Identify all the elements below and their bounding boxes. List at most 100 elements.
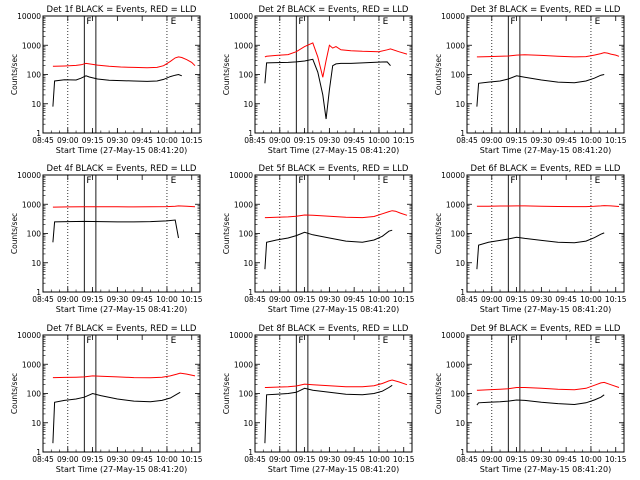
- event-marker-label: E: [595, 336, 601, 346]
- event-marker-label: E: [171, 336, 177, 346]
- x-tick-label: 08:45: [456, 455, 478, 464]
- x-axis-label: Start Time (27-May-15 08:41:20): [268, 305, 399, 314]
- series-line-events: [476, 74, 605, 107]
- x-tick-label: 09:15: [506, 136, 528, 145]
- x-tick-label: 10:15: [181, 136, 203, 145]
- x-tick-label: 09:00: [269, 295, 291, 304]
- y-tick-label: 100: [239, 230, 254, 239]
- x-tick-label: 09:00: [481, 295, 503, 304]
- x-tick-label: 08:45: [456, 136, 478, 145]
- y-tick-label: 100: [239, 390, 254, 399]
- series-line-lld: [52, 372, 196, 379]
- y-tick-label: 10000: [17, 12, 41, 21]
- x-tick-label: 09:45: [555, 136, 577, 145]
- series-line-events: [52, 73, 182, 107]
- event-marker-label: F: [86, 336, 91, 346]
- plot-frame: [254, 174, 413, 293]
- x-tick-label: 09:45: [555, 455, 577, 464]
- series-line-lld: [476, 52, 620, 58]
- panel-title: Det 9f BLACK = Events, RED = LLD: [471, 324, 621, 334]
- event-marker-label: F: [510, 176, 515, 186]
- y-tick-label: 10000: [229, 331, 253, 340]
- y-tick-label: 1000: [446, 360, 465, 369]
- x-tick-label: 09:00: [57, 455, 79, 464]
- event-marker-label: E: [383, 17, 389, 27]
- y-axis-label: Counts/sec: [10, 213, 19, 254]
- x-tick-label: 08:45: [456, 295, 478, 304]
- y-tick-label: 1000: [22, 200, 41, 209]
- x-tick-label: 10:15: [181, 295, 203, 304]
- y-tick-label: 1: [460, 288, 465, 297]
- x-tick-label: 09:45: [131, 295, 153, 304]
- event-marker-label: E: [383, 176, 389, 186]
- plot-frame: [466, 334, 625, 453]
- y-tick-label: 100: [451, 71, 466, 80]
- x-axis-label: Start Time (27-May-15 08:41:20): [56, 305, 187, 314]
- panel-5: Det 5f BLACK = Events, RED = LLD F E 1 10 100…: [222, 164, 415, 314]
- y-axis-label: Counts/sec: [10, 54, 19, 95]
- x-axis-label: Start Time (27-May-15 08:41:20): [480, 465, 611, 474]
- x-tick-label: 09:30: [531, 136, 553, 145]
- y-axis-label: Counts/sec: [434, 54, 443, 95]
- panel-2: Det 2f BLACK = Events, RED = LLD F E 1 10 100…: [222, 5, 415, 155]
- x-tick-label: 09:15: [82, 136, 104, 145]
- x-axis-label: Start Time (27-May-15 08:41:20): [480, 305, 611, 314]
- y-tick-label: 100: [27, 71, 42, 80]
- y-tick-label: 1: [460, 129, 465, 138]
- series-line-events: [264, 229, 393, 270]
- x-tick-label: 08:45: [244, 295, 266, 304]
- plot-frame: [254, 334, 413, 453]
- x-tick-label: 09:00: [57, 136, 79, 145]
- y-tick-label: 10: [243, 259, 253, 268]
- panel-title: Det 1f BLACK = Events, RED = LLD: [47, 5, 197, 15]
- y-tick-label: 1: [248, 448, 253, 457]
- y-tick-label: 10: [243, 419, 253, 428]
- panel-title: Det 7f BLACK = Events, RED = LLD: [47, 324, 197, 334]
- y-tick-label: 1: [460, 448, 465, 457]
- plot-frame: [466, 174, 625, 293]
- series-line-lld: [264, 210, 408, 219]
- y-tick-label: 10000: [17, 171, 41, 180]
- series-line-events: [476, 232, 605, 270]
- x-tick-label: 09:15: [506, 295, 528, 304]
- y-tick-label: 10: [243, 100, 253, 109]
- y-tick-label: 100: [239, 71, 254, 80]
- panel-title: Det 8f BLACK = Events, RED = LLD: [259, 324, 409, 334]
- y-tick-label: 1000: [234, 200, 253, 209]
- series-line-lld: [264, 42, 408, 78]
- x-tick-label: 10:15: [393, 455, 415, 464]
- series-line-lld: [52, 56, 196, 69]
- panel-title: Det 2f BLACK = Events, RED = LLD: [259, 5, 409, 15]
- x-tick-label: 09:15: [294, 295, 316, 304]
- y-tick-label: 1000: [446, 41, 465, 50]
- y-tick-label: 100: [27, 230, 42, 239]
- y-tick-label: 1: [248, 129, 253, 138]
- y-axis-label: Counts/sec: [434, 213, 443, 254]
- series-line-lld: [476, 205, 620, 208]
- x-tick-label: 09:30: [319, 136, 341, 145]
- x-tick-label: 10:15: [393, 295, 415, 304]
- x-tick-label: 09:15: [294, 136, 316, 145]
- y-tick-label: 10: [455, 259, 465, 268]
- y-tick-label: 1000: [22, 41, 41, 50]
- x-tick-label: 09:30: [319, 455, 341, 464]
- x-tick-label: 09:45: [131, 136, 153, 145]
- x-tick-label: 09:00: [269, 455, 291, 464]
- x-tick-label: 09:30: [107, 136, 129, 145]
- y-tick-label: 10000: [441, 12, 465, 21]
- x-tick-label: 09:15: [506, 455, 528, 464]
- y-tick-label: 10000: [17, 331, 41, 340]
- event-marker-label: E: [171, 176, 177, 186]
- panel-title: Det 6f BLACK = Events, RED = LLD: [471, 164, 621, 174]
- x-tick-label: 10:00: [368, 136, 390, 145]
- x-tick-label: 09:45: [343, 136, 365, 145]
- x-tick-label: 09:45: [131, 455, 153, 464]
- series-line-lld: [476, 381, 620, 391]
- x-tick-label: 10:00: [580, 455, 602, 464]
- x-tick-label: 10:00: [368, 455, 390, 464]
- y-tick-label: 10: [31, 259, 41, 268]
- x-axis-label: Start Time (27-May-15 08:41:20): [56, 465, 187, 474]
- x-tick-label: 09:45: [555, 295, 577, 304]
- panel-title: Det 4f BLACK = Events, RED = LLD: [47, 164, 197, 174]
- x-tick-label: 09:45: [343, 295, 365, 304]
